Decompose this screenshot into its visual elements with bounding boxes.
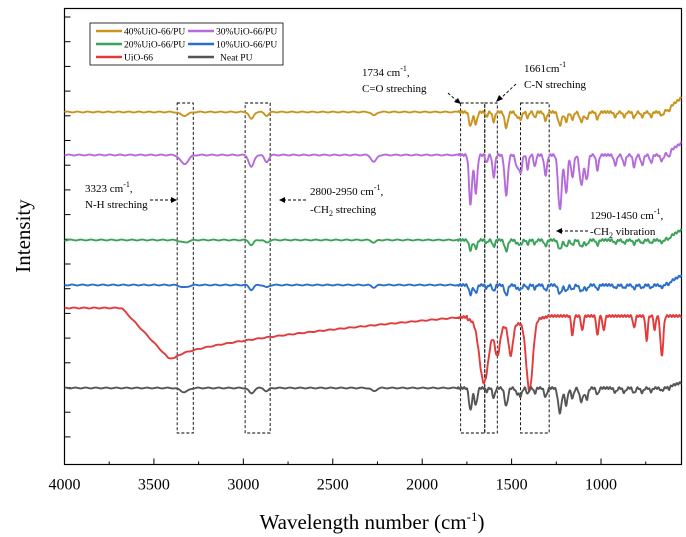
x-tick-label-2500: 2500 [317,477,349,494]
arrow-1290 [556,228,588,234]
x-tick-label-1500: 1500 [496,477,528,494]
x-ticks: 4000 3500 3000 2500 2000 1500 1000 [49,458,647,494]
plot-frame [63,7,683,466]
x-tick-label-3000: 3000 [227,477,259,494]
annotation-1661-line2: C-N streching [524,79,587,91]
arrow-3323 [150,197,177,203]
highlight-box-3 [484,102,498,434]
legend-label-5: Neat PU [220,54,253,64]
series-line-4 [64,306,683,393]
x-tick-label-3500: 3500 [138,477,170,494]
annotation-1734-line2: C=O streching [362,83,427,95]
arrow-1661 [496,83,517,102]
highlight-box-4 [520,102,550,434]
highlight-box-1 [244,102,271,434]
y-axis-label: Intensity [11,199,35,273]
series-line-1 [64,141,682,211]
x-tick-label-2000: 2000 [406,477,438,494]
annotation-1290: 1290-1450 cm-1, [590,207,664,222]
highlight-boxes [176,102,550,434]
annotation-2800-line2: -CH2 streching [310,204,377,218]
annotation-3323: 3323 cm-1, [85,180,133,195]
highlight-box-0 [176,102,194,434]
annotation-1661: 1661cm-1 [524,60,566,75]
legend-label-4: UiO-66 [124,54,153,64]
series-line-5 [64,381,682,415]
series-line-0 [64,96,683,130]
x-tick-label-1000: 1000 [585,477,617,494]
x-tick-label-4000: 4000 [49,477,81,494]
annotations: 3323 cm-1, N-H streching 2800-2950 cm-1,… [85,60,664,240]
series-line-3 [64,274,683,297]
legend-label-0: 40%UiO-66/PU [124,28,185,38]
legend-label-2: 20%UiO-66/PU [124,41,185,51]
annotation-2800: 2800-2950 cm-1, [310,183,384,198]
annotation-1290-line2: -CH2 vibration [590,226,656,240]
series-line-2 [64,228,683,253]
arrow-2800 [279,197,306,203]
arrow-1734 [447,92,461,104]
legend: 40%UiO-66/PU 30%UiO-66/PU 20%UiO-66/PU 10%U… [89,22,284,66]
highlight-box-2 [460,102,486,434]
annotation-3323-line2: N-H streching [85,199,148,211]
annotation-1734: 1734 cm-1, [362,64,410,79]
spectrum-lines [64,96,683,415]
x-axis-label: Wavelength number (cm-1) [260,509,485,534]
legend-label-1: 30%UiO-66/PU [216,28,277,38]
y-ticks [64,16,71,438]
legend-label-3: 10%UiO-66/PU [216,41,277,51]
